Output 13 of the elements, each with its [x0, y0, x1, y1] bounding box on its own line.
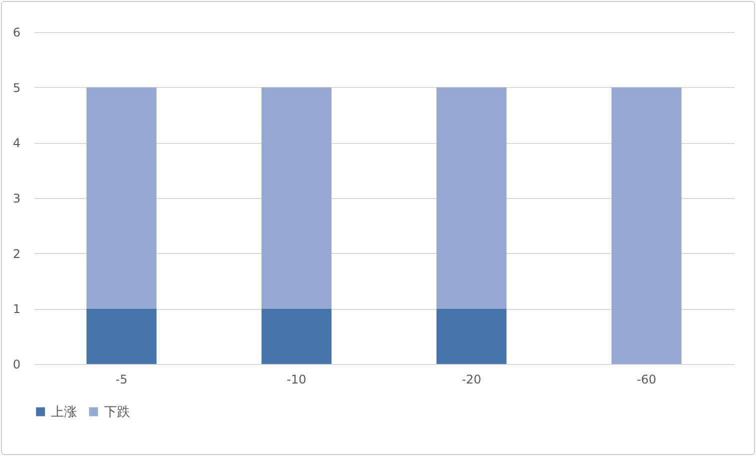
y-tick-label: 3	[12, 192, 20, 206]
x-tick-label: -60	[636, 372, 656, 386]
legend-label: 下跌	[104, 404, 130, 420]
y-tick-label: 5	[12, 80, 20, 95]
y-tick-label: 0	[12, 358, 20, 372]
y-tick-label: 6	[12, 26, 20, 40]
x-tick-label: -5	[116, 372, 128, 386]
y-tick-label: 4	[12, 136, 20, 150]
legend-label: 上涨	[51, 404, 77, 420]
y-tick-label: 1	[12, 302, 20, 316]
y-tick-label: 2	[12, 246, 20, 261]
x-tick-label: -10	[286, 372, 306, 386]
x-tick-label: -20	[462, 372, 482, 386]
